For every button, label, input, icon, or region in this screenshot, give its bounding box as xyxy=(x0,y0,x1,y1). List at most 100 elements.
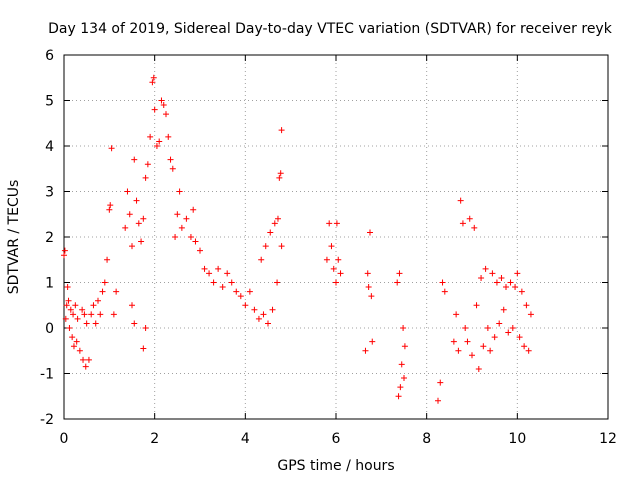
data-point xyxy=(274,215,281,222)
y-tick-label: 6 xyxy=(45,48,54,64)
data-point xyxy=(63,302,70,309)
data-point xyxy=(496,320,503,327)
data-point xyxy=(80,356,87,363)
data-point xyxy=(190,206,197,213)
data-point xyxy=(163,111,169,118)
x-tick-label: 6 xyxy=(332,431,341,447)
data-point xyxy=(174,211,181,218)
data-point xyxy=(482,265,489,272)
data-point xyxy=(149,79,156,86)
data-point xyxy=(169,165,176,172)
data-point xyxy=(246,288,253,295)
data-point xyxy=(507,279,514,286)
data-point xyxy=(101,279,108,286)
data-point xyxy=(156,138,163,145)
data-point xyxy=(126,211,133,218)
data-point xyxy=(364,270,371,277)
data-point xyxy=(133,197,140,204)
data-point xyxy=(153,143,160,149)
axis-ticks xyxy=(63,54,609,420)
data-point xyxy=(523,302,530,309)
data-point xyxy=(151,106,158,113)
data-point xyxy=(142,325,149,331)
data-point xyxy=(97,311,104,318)
data-point xyxy=(471,224,478,231)
data-point xyxy=(394,279,401,286)
data-point xyxy=(262,243,269,250)
x-tick-label: 12 xyxy=(599,431,617,447)
data-point xyxy=(251,306,258,313)
data-point xyxy=(206,270,213,277)
data-point xyxy=(500,306,507,313)
data-point xyxy=(475,365,482,372)
chart-title: Day 134 of 2019, Sidereal Day-to-day VTE… xyxy=(48,21,613,37)
data-point xyxy=(469,352,475,359)
data-point xyxy=(140,215,147,222)
data-point xyxy=(473,302,480,309)
data-point xyxy=(140,345,147,352)
data-point xyxy=(512,284,519,291)
data-point xyxy=(395,393,402,400)
data-point xyxy=(362,347,369,354)
data-point xyxy=(335,256,342,263)
data-point xyxy=(95,297,101,304)
data-point xyxy=(201,265,208,272)
y-tick-label: 2 xyxy=(45,230,54,246)
data-point xyxy=(176,188,183,195)
data-point xyxy=(150,74,157,81)
y-tick-label: -2 xyxy=(40,412,54,428)
data-point xyxy=(401,375,407,382)
data-point xyxy=(183,215,190,222)
data-point xyxy=(61,247,68,254)
data-point xyxy=(365,284,372,291)
data-point xyxy=(110,311,117,318)
y-tick-labels: -2 -1 0 1 2 3 4 5 6 xyxy=(40,48,54,428)
data-point xyxy=(224,270,231,277)
data-point xyxy=(457,197,464,204)
data-point xyxy=(61,252,67,259)
data-point xyxy=(210,279,217,286)
data-point xyxy=(459,220,466,227)
data-point xyxy=(135,220,142,227)
data-point xyxy=(505,329,512,336)
data-point xyxy=(398,361,405,368)
data-point xyxy=(73,338,80,345)
data-point xyxy=(129,302,135,309)
data-point xyxy=(491,334,498,341)
data-point xyxy=(267,229,274,236)
data-point xyxy=(480,343,487,350)
data-point xyxy=(258,256,265,263)
x-tick-labels: 0 2 4 6 8 10 12 xyxy=(60,431,617,447)
data-point xyxy=(64,284,71,291)
data-point xyxy=(367,229,373,236)
data-point xyxy=(450,338,457,345)
data-point xyxy=(165,133,172,140)
data-point xyxy=(514,270,521,277)
data-point xyxy=(108,145,115,152)
data-point xyxy=(521,343,528,350)
data-point xyxy=(172,234,179,240)
data-point xyxy=(197,247,203,254)
data-point xyxy=(498,274,505,281)
data-point xyxy=(333,220,340,227)
data-point xyxy=(527,311,534,318)
x-tick-label: 10 xyxy=(508,431,526,447)
data-point xyxy=(138,238,145,245)
data-point xyxy=(167,156,174,163)
data-point xyxy=(106,206,113,213)
data-point xyxy=(66,325,73,331)
data-point xyxy=(107,202,114,209)
data-point xyxy=(65,297,72,304)
data-point xyxy=(88,311,95,318)
x-tick-label: 2 xyxy=(150,431,159,447)
data-point xyxy=(260,311,267,318)
data-point xyxy=(337,270,344,277)
data-point xyxy=(131,156,138,163)
data-point xyxy=(144,161,151,168)
data-point xyxy=(323,256,330,263)
x-tick-label: 8 xyxy=(422,431,431,447)
data-point xyxy=(518,288,525,295)
data-point xyxy=(90,302,97,309)
x-tick-label: 4 xyxy=(241,431,250,447)
data-point xyxy=(70,343,77,350)
